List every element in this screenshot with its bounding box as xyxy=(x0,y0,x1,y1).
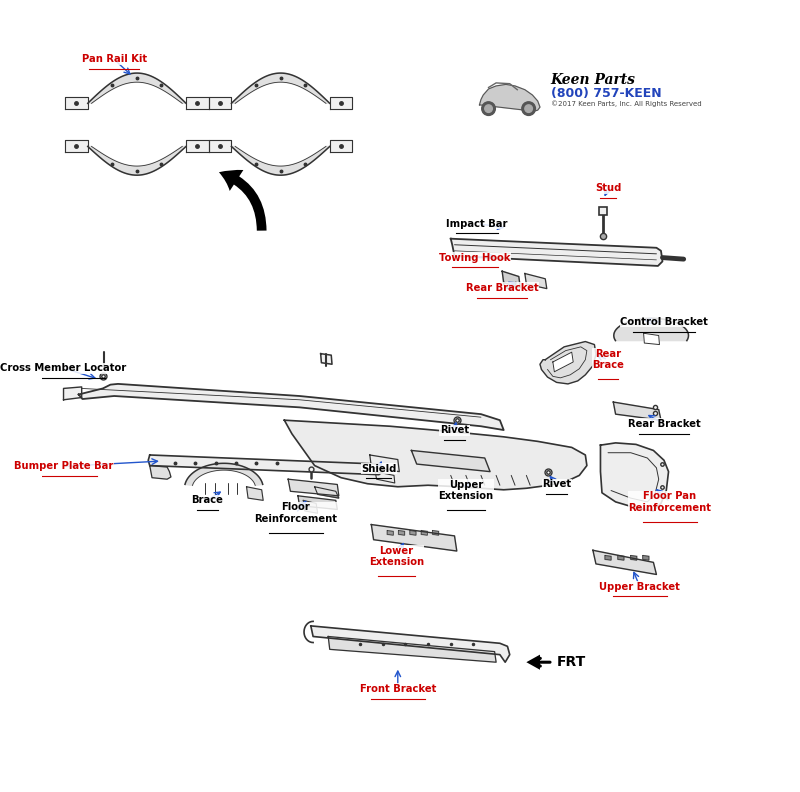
Text: Front Bracket: Front Bracket xyxy=(360,683,436,694)
Polygon shape xyxy=(370,455,399,471)
Text: Keen Parts: Keen Parts xyxy=(550,73,635,87)
Polygon shape xyxy=(593,550,657,574)
Polygon shape xyxy=(540,341,596,384)
Polygon shape xyxy=(375,471,394,483)
Text: Rear Bracket: Rear Bracket xyxy=(466,283,538,293)
Polygon shape xyxy=(479,85,540,112)
Polygon shape xyxy=(185,463,262,485)
Text: Lower
Extension: Lower Extension xyxy=(369,546,424,567)
Polygon shape xyxy=(614,318,689,341)
Polygon shape xyxy=(601,443,669,511)
Text: ©2017 Keen Parts, Inc. All Rights Reserved: ©2017 Keen Parts, Inc. All Rights Reserv… xyxy=(550,101,701,108)
Circle shape xyxy=(485,105,492,112)
Text: (800) 757-KEEN: (800) 757-KEEN xyxy=(550,87,661,100)
Text: Rivet: Rivet xyxy=(440,425,469,435)
Text: Upper Bracket: Upper Bracket xyxy=(599,581,680,592)
Polygon shape xyxy=(330,140,353,153)
Polygon shape xyxy=(209,140,231,153)
Text: Brace: Brace xyxy=(191,495,223,505)
Circle shape xyxy=(482,102,495,116)
Polygon shape xyxy=(411,451,490,471)
Polygon shape xyxy=(231,147,330,175)
Polygon shape xyxy=(148,455,382,474)
Polygon shape xyxy=(186,97,209,109)
Polygon shape xyxy=(450,238,662,266)
Circle shape xyxy=(522,102,535,116)
Polygon shape xyxy=(605,555,611,560)
Polygon shape xyxy=(618,555,624,560)
Polygon shape xyxy=(614,402,661,421)
Text: Floor Pan
Reinforcement: Floor Pan Reinforcement xyxy=(629,491,711,512)
Polygon shape xyxy=(150,466,171,479)
Text: FRT: FRT xyxy=(557,655,586,669)
Polygon shape xyxy=(553,352,574,371)
Polygon shape xyxy=(410,531,416,535)
Polygon shape xyxy=(65,140,88,153)
Polygon shape xyxy=(398,531,405,535)
Polygon shape xyxy=(422,531,427,535)
Text: Bumper Plate Bar: Bumper Plate Bar xyxy=(14,461,114,471)
Polygon shape xyxy=(330,97,353,109)
Polygon shape xyxy=(231,73,330,103)
Text: Impact Bar: Impact Bar xyxy=(446,219,508,229)
Text: Upper
Extension: Upper Extension xyxy=(438,480,494,501)
FancyArrowPatch shape xyxy=(219,170,266,230)
Polygon shape xyxy=(209,97,231,109)
Polygon shape xyxy=(186,140,209,153)
Text: Towing Hook: Towing Hook xyxy=(439,253,510,263)
Polygon shape xyxy=(321,354,332,364)
Polygon shape xyxy=(371,524,457,551)
Polygon shape xyxy=(433,531,438,535)
Polygon shape xyxy=(526,655,540,670)
Polygon shape xyxy=(328,637,496,662)
Text: Control Bracket: Control Bracket xyxy=(620,317,708,327)
Polygon shape xyxy=(78,384,504,430)
Polygon shape xyxy=(643,555,649,560)
Text: Shield: Shield xyxy=(362,463,397,474)
Polygon shape xyxy=(643,333,659,345)
Text: Cross Member Locator: Cross Member Locator xyxy=(1,363,126,373)
Polygon shape xyxy=(288,479,339,496)
Polygon shape xyxy=(303,501,318,513)
Text: Pan Rail Kit: Pan Rail Kit xyxy=(82,55,146,64)
Polygon shape xyxy=(525,273,546,288)
Polygon shape xyxy=(311,626,510,662)
Text: Floor
Reinforcement: Floor Reinforcement xyxy=(254,502,338,524)
Polygon shape xyxy=(314,487,339,498)
Text: Rivet: Rivet xyxy=(542,479,571,489)
Polygon shape xyxy=(387,531,394,535)
Circle shape xyxy=(525,105,533,112)
Polygon shape xyxy=(284,421,587,489)
Polygon shape xyxy=(630,555,637,560)
Polygon shape xyxy=(63,387,82,400)
Text: Stud: Stud xyxy=(595,183,622,193)
Polygon shape xyxy=(88,73,186,103)
Polygon shape xyxy=(65,97,88,109)
Polygon shape xyxy=(246,487,263,501)
Polygon shape xyxy=(502,271,520,287)
Polygon shape xyxy=(88,147,186,175)
Text: Rear
Brace: Rear Brace xyxy=(592,349,624,371)
Text: Rear Bracket: Rear Bracket xyxy=(628,419,700,429)
Polygon shape xyxy=(298,496,338,509)
